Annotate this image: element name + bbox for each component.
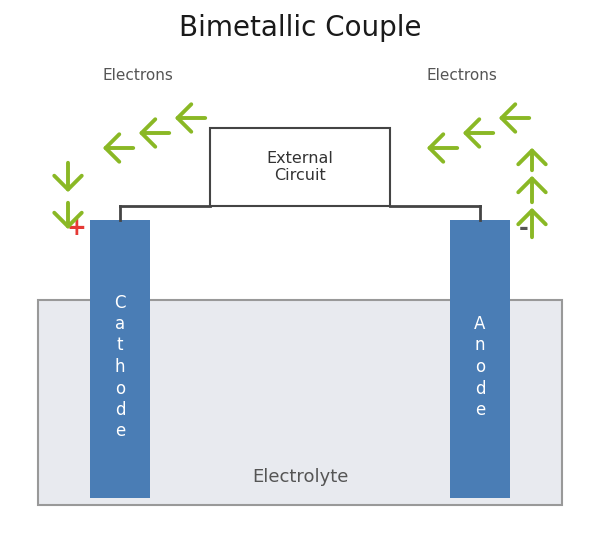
Text: Bimetallic Couple: Bimetallic Couple xyxy=(179,14,421,42)
Bar xyxy=(450,220,510,498)
Text: Electrolyte: Electrolyte xyxy=(252,468,348,486)
Text: -: - xyxy=(519,216,529,240)
Text: Electrons: Electrons xyxy=(427,67,497,82)
Bar xyxy=(210,128,390,206)
Text: External
Circuit: External Circuit xyxy=(266,151,334,183)
Text: C
a
t
h
o
d
e: C a t h o d e xyxy=(114,294,126,441)
Bar xyxy=(90,220,150,498)
Text: A
n
o
d
e: A n o d e xyxy=(475,315,485,419)
Bar xyxy=(38,300,562,505)
Text: +: + xyxy=(66,216,86,240)
Text: Electrons: Electrons xyxy=(103,67,173,82)
